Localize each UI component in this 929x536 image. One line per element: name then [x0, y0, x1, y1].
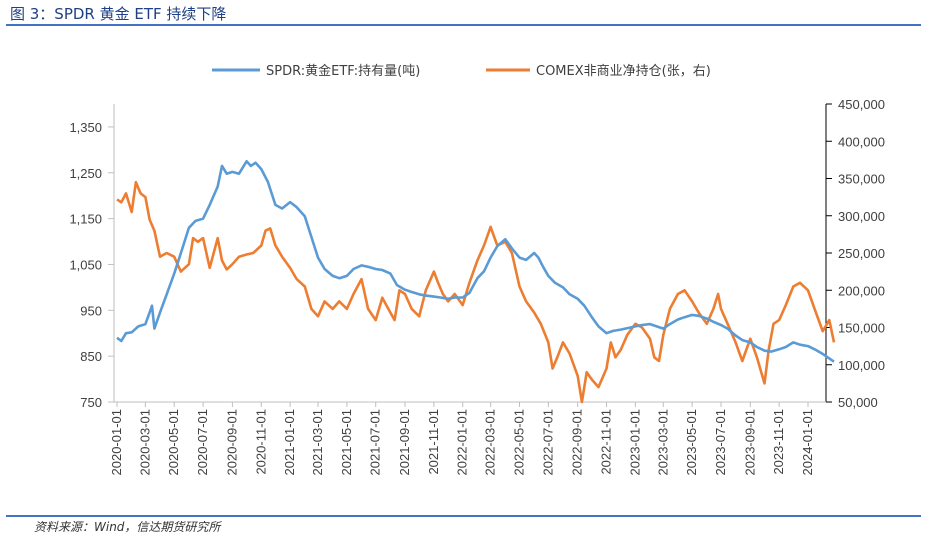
right-tick-label: 450,000 [838, 97, 885, 112]
left-tick-label: 850 [80, 349, 102, 364]
right-tick-label: 300,000 [838, 209, 885, 224]
x-tick-label: 2020-07-01 [195, 409, 210, 476]
x-tick-label: 2022-01-01 [455, 409, 470, 476]
x-tick-label: 2020-03-01 [137, 409, 152, 476]
x-tick-label: 2023-07-01 [713, 409, 728, 476]
x-tick-label: 2023-11-01 [771, 409, 786, 475]
x-tick-label: 2021-01-01 [282, 409, 297, 476]
x-tick-label: 2023-01-01 [627, 409, 642, 476]
x-tick-label: 2021-07-01 [368, 409, 383, 476]
left-tick-label: 1,150 [69, 212, 102, 227]
title-rule [6, 24, 921, 26]
x-tick-label: 2024-01-01 [800, 409, 815, 476]
left-tick-label: 1,350 [69, 120, 102, 135]
x-tick-label: 2020-05-01 [166, 409, 181, 476]
left-tick-label: 750 [80, 395, 102, 410]
x-tick-label: 2022-05-01 [511, 409, 526, 476]
legend-label-spdr: SPDR:黄金ETF:持有量(吨) [266, 63, 420, 79]
x-tick-label: 2021-11-01 [426, 409, 441, 475]
left-tick-label: 950 [80, 303, 102, 318]
left-axis-ticks: 750 850 950 1,050 1,150 1,250 1,350 [69, 120, 114, 410]
series-line-spdr [116, 160, 835, 363]
right-tick-label: 100,000 [838, 358, 885, 373]
right-tick-label: 50,000 [838, 395, 878, 410]
x-tick-label: 2021-05-01 [339, 409, 354, 476]
x-tick-label: 2023-05-01 [684, 409, 699, 476]
x-tick-label: 2021-09-01 [397, 409, 412, 476]
x-tick-label: 2023-03-01 [655, 409, 670, 476]
left-tick-label: 1,050 [69, 257, 102, 272]
figure-title: 图 3：SPDR 黄金 ETF 持续下降 [10, 5, 227, 23]
x-tick-label: 2022-11-01 [599, 409, 614, 475]
right-axis-ticks: 50,000 100,000 150,000 200,000 250,000 300,00… [826, 97, 885, 410]
source-note: 资料来源：Wind，信达期货研究所 [34, 520, 221, 534]
x-tick-label: 2020-01-01 [109, 409, 124, 476]
right-tick-label: 250,000 [838, 246, 885, 261]
right-tick-label: 200,000 [838, 283, 885, 298]
x-tick-label: 2022-09-01 [570, 409, 585, 476]
right-tick-label: 150,000 [838, 321, 885, 336]
series-line-comex [116, 180, 836, 404]
x-tick-label: 2022-07-01 [540, 409, 555, 476]
legend-label-comex: COMEX非商业净持仓(张，右) [536, 64, 711, 79]
left-tick-label: 1,250 [69, 166, 102, 181]
series-lines [116, 160, 836, 404]
x-axis-ticks: 2020-01-01 2020-03-01 2020-05-01 2020-07-01… [109, 402, 815, 476]
right-tick-label: 350,000 [838, 172, 885, 187]
x-tick-label: 2020-09-01 [224, 409, 239, 476]
x-tick-label: 2020-11-01 [253, 409, 268, 475]
x-tick-label: 2021-03-01 [310, 409, 325, 476]
right-tick-label: 400,000 [838, 134, 885, 149]
footer-rule [6, 515, 921, 517]
legend: SPDR:黄金ETF:持有量(吨) COMEX非商业净持仓(张，右) [212, 63, 711, 79]
x-tick-label: 2022-03-01 [483, 409, 498, 476]
x-tick-label: 2023-09-01 [742, 409, 757, 476]
